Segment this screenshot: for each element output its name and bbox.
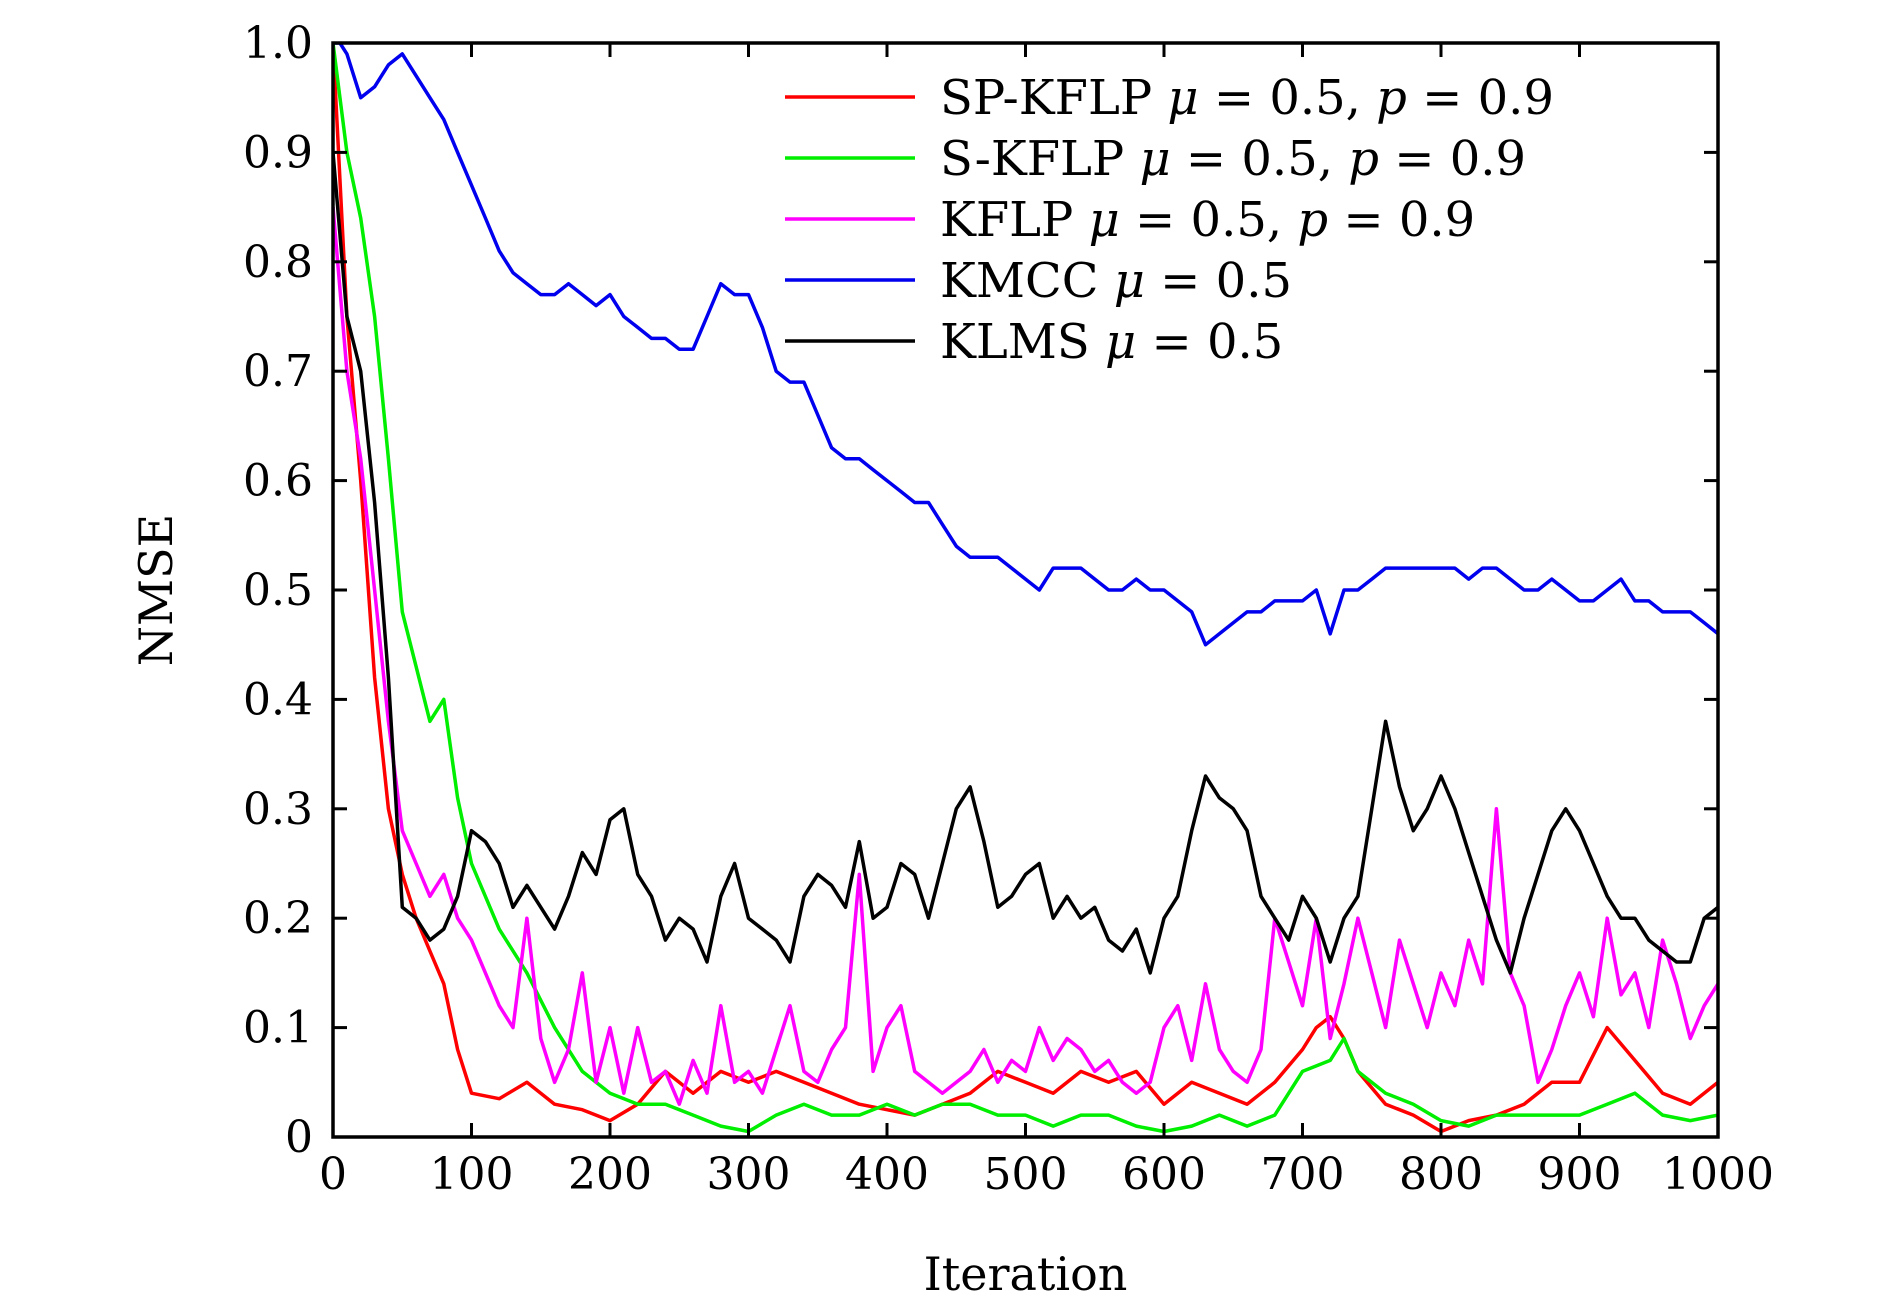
x-tick-label: 900 [1538, 1149, 1622, 1200]
x-tick-label: 1000 [1662, 1149, 1774, 1200]
y-tick-label: 0.2 [243, 893, 313, 944]
legend-label-part: = 0.5 [1136, 314, 1283, 370]
y-tick-label: 0 [285, 1112, 313, 1163]
legend-label-part: SP-KFLP [940, 70, 1167, 126]
legend-label-sp-kflp: SP-KFLP μ = 0.5, p = 0.9 [940, 70, 1554, 126]
x-axis-title: Iteration [924, 1247, 1128, 1301]
legend: SP-KFLP μ = 0.5, p = 0.9S-KFLP μ = 0.5, … [785, 70, 1554, 370]
legend-label-part: KLMS [940, 314, 1105, 370]
legend-label-part: = 0.5, [1171, 131, 1349, 187]
y-tick-label: 0.4 [243, 674, 313, 725]
legend-label-part: p [1376, 70, 1407, 126]
legend-label-part: = 0.9 [1328, 192, 1475, 248]
legend-label-part: = 0.5, [1120, 192, 1298, 248]
legend-label-part: μ [1167, 70, 1198, 126]
x-tick-label: 800 [1399, 1149, 1483, 1200]
legend-label-part: μ [1139, 131, 1170, 187]
series-line-s-kflp [333, 43, 1718, 1134]
series-layer [333, 43, 1718, 1134]
legend-label-part: = 0.9 [1379, 131, 1526, 187]
legend-label-part: p [1348, 131, 1379, 187]
y-tick-label: 0.7 [243, 346, 313, 397]
legend-label-kflp: KFLP μ = 0.5, p = 0.9 [940, 192, 1475, 248]
x-tick-label: 300 [707, 1149, 791, 1200]
x-tick-label: 100 [430, 1149, 514, 1200]
series-line-kmcc [333, 43, 1718, 647]
legend-label-s-kflp: S-KFLP μ = 0.5, p = 0.9 [940, 131, 1526, 187]
y-tick-label: 0.1 [243, 1003, 313, 1054]
legend-label-part: μ [1114, 253, 1145, 309]
y-tick-label: 0.3 [243, 784, 313, 835]
x-tick-label: 200 [568, 1149, 652, 1200]
legend-label-part: μ [1089, 192, 1120, 248]
series-line-kflp [333, 206, 1718, 1106]
y-tick-label: 0.5 [243, 565, 313, 616]
legend-label-klms: KLMS μ = 0.5 [940, 314, 1283, 370]
y-axis-title: NMSE [129, 514, 183, 666]
x-tick-label: 500 [984, 1149, 1068, 1200]
x-tick-label: 600 [1122, 1149, 1206, 1200]
legend-label-part: = 0.9 [1407, 70, 1554, 126]
x-tick-label: 0 [319, 1149, 347, 1200]
legend-label-part: = 0.5, [1199, 70, 1377, 126]
legend-label-part: KMCC [940, 253, 1114, 309]
y-tick-label: 0.8 [243, 237, 313, 288]
legend-label-kmcc: KMCC μ = 0.5 [940, 253, 1292, 309]
legend-label-part: S-KFLP [940, 131, 1139, 187]
x-tick-label: 400 [845, 1149, 929, 1200]
series-line-sp-kflp [333, 43, 1718, 1134]
y-tick-label: 0.9 [243, 127, 313, 178]
y-tick-label: 1.0 [243, 18, 313, 69]
legend-label-part: μ [1105, 314, 1136, 370]
legend-label-part: = 0.5 [1145, 253, 1292, 309]
legend-label-part: KFLP [940, 192, 1089, 248]
x-tick-label: 700 [1261, 1149, 1345, 1200]
ticks-layer: 0 100 200 300 400 500 600 700 800 900 1000 0 0.1 0.2 0… [243, 18, 1774, 1200]
legend-label-part: p [1297, 192, 1328, 248]
y-tick-label: 0.6 [243, 456, 313, 507]
series-line-klms [333, 152, 1718, 975]
